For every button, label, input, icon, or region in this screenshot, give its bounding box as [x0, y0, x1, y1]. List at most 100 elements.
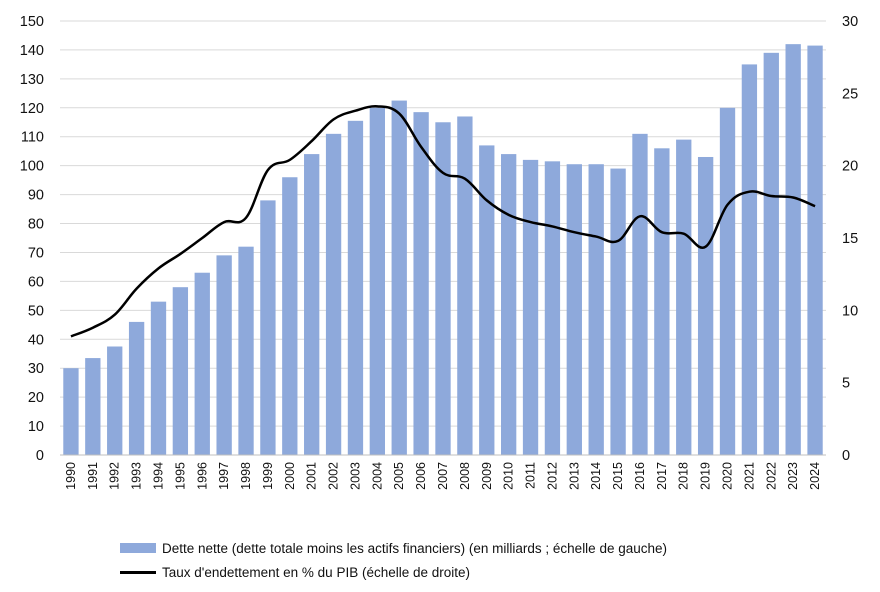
- x-tick-2000: 2000: [283, 462, 297, 490]
- x-tick-1997: 1997: [217, 462, 231, 490]
- x-tick-2022: 2022: [764, 462, 778, 490]
- y-left-tick: 0: [36, 448, 44, 464]
- x-tick-2011: 2011: [524, 462, 538, 489]
- y-left-tick: 60: [28, 274, 44, 290]
- x-tick-1999: 1999: [261, 462, 275, 490]
- x-tick-2010: 2010: [502, 462, 516, 490]
- y-left-tick: 130: [20, 72, 44, 88]
- bar-2008: [457, 116, 473, 455]
- x-tick-2008: 2008: [458, 462, 472, 490]
- bar-2015: [610, 168, 626, 455]
- bar-2022: [763, 52, 779, 456]
- bar-1997: [216, 255, 232, 455]
- bar-1994: [150, 301, 167, 455]
- y-left-tick: 80: [28, 217, 44, 233]
- x-tick-1993: 1993: [130, 462, 144, 490]
- y-left-tick: 10: [28, 419, 44, 435]
- bar-2014: [588, 164, 604, 455]
- x-tick-1998: 1998: [239, 462, 253, 490]
- y-left-tick: 70: [28, 245, 44, 261]
- x-tick-2001: 2001: [305, 462, 319, 490]
- bar-1998: [238, 246, 254, 455]
- x-tick-1994: 1994: [151, 462, 165, 490]
- y-left-tick: 50: [28, 303, 44, 319]
- y-right-tick: 25: [842, 86, 858, 102]
- x-tick-2023: 2023: [786, 462, 800, 490]
- y-right-tick: 5: [842, 376, 850, 392]
- bar-2004: [369, 107, 386, 456]
- legend-line-swatch: [120, 570, 156, 574]
- bar-1999: [260, 200, 276, 455]
- bar-2013: [566, 164, 582, 455]
- x-tick-2024: 2024: [808, 462, 822, 490]
- bar-2023: [785, 44, 801, 455]
- bar-2019: [697, 156, 714, 455]
- x-tick-2002: 2002: [327, 462, 341, 490]
- x-tick-2020: 2020: [721, 462, 735, 490]
- y-left-tick: 140: [20, 43, 44, 59]
- x-tick-2013: 2013: [567, 462, 581, 490]
- debt-ratio-line: [70, 105, 816, 338]
- bar-2012: [544, 161, 561, 455]
- x-tick-2018: 2018: [677, 462, 691, 490]
- bar-2010: [500, 154, 517, 456]
- legend-bar-label: Dette nette (dette totale moins les acti…: [162, 540, 667, 556]
- bar-2016: [632, 133, 648, 455]
- x-tick-2019: 2019: [699, 462, 713, 490]
- y-left-tick: 90: [28, 188, 44, 204]
- x-tick-2006: 2006: [414, 462, 428, 490]
- bar-1992: [107, 346, 123, 455]
- bar-2009: [479, 145, 495, 455]
- x-tick-1992: 1992: [108, 462, 122, 490]
- bar-2002: [325, 133, 342, 455]
- x-tick-2009: 2009: [480, 462, 494, 490]
- x-tick-2007: 2007: [436, 462, 450, 490]
- x-tick-2015: 2015: [611, 462, 625, 490]
- bar-2021: [741, 64, 758, 456]
- x-tick-1990: 1990: [64, 462, 78, 490]
- x-tick-2004: 2004: [370, 462, 384, 490]
- x-tick-2003: 2003: [348, 462, 362, 490]
- x-tick-2005: 2005: [392, 462, 406, 490]
- legend-item-line: Taux d'endettement en % du PIB (échelle …: [120, 560, 667, 584]
- y-left-tick: 20: [28, 390, 44, 406]
- x-tick-2017: 2017: [655, 462, 669, 490]
- bar-1995: [172, 287, 189, 455]
- y-left-tick: 120: [20, 101, 44, 117]
- x-tick-2021: 2021: [742, 462, 756, 490]
- legend-line-label: Taux d'endettement en % du PIB (échelle …: [162, 564, 471, 580]
- y-right-tick: 0: [842, 448, 850, 464]
- bar-2005: [391, 100, 407, 456]
- bar-1996: [194, 272, 210, 455]
- y-right-tick: 30: [842, 14, 858, 30]
- bar-1990: [63, 368, 79, 455]
- x-tick-2016: 2016: [633, 462, 647, 490]
- bar-1991: [85, 358, 101, 455]
- y-left-tick: 30: [28, 361, 44, 377]
- y-left-tick: 100: [20, 159, 44, 175]
- bar-2020: [719, 107, 736, 456]
- bar-2011: [522, 159, 539, 455]
- bar-2000: [282, 177, 298, 456]
- bar-2017: [654, 148, 670, 455]
- bar-2006: [413, 112, 429, 455]
- y-right-tick: 10: [842, 303, 858, 319]
- bar-2007: [435, 122, 451, 456]
- y-left-tick: 150: [20, 14, 44, 30]
- bar-2003: [347, 120, 364, 455]
- y-right-tick: 15: [842, 231, 858, 247]
- x-tick-2012: 2012: [545, 462, 559, 490]
- legend-item-bar: Dette nette (dette totale moins les acti…: [120, 536, 667, 560]
- legend-bar-swatch: [120, 543, 156, 553]
- x-tick-1995: 1995: [173, 462, 187, 490]
- y-left-tick: 40: [28, 332, 44, 348]
- y-right-tick: 20: [842, 159, 858, 175]
- x-tick-1996: 1996: [195, 462, 209, 490]
- bar-1993: [128, 321, 145, 455]
- x-tick-2014: 2014: [589, 462, 603, 490]
- chart-legend: Dette nette (dette totale moins les acti…: [120, 536, 667, 584]
- y-left-tick: 110: [21, 130, 44, 146]
- x-tick-1991: 1991: [86, 462, 100, 490]
- bar-2001: [304, 154, 320, 456]
